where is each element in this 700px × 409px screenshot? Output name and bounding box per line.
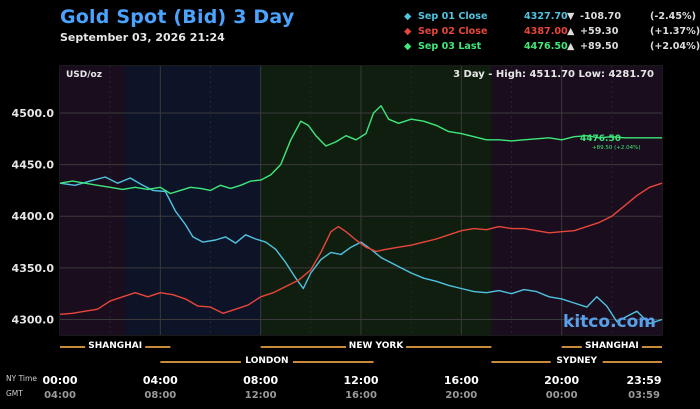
ny-tick-label: 00:00 bbox=[42, 374, 77, 387]
ny-tick-label: 04:00 bbox=[143, 374, 178, 387]
ny-tick-label: 16:00 bbox=[444, 374, 479, 387]
session-label: SYDNEY bbox=[556, 356, 597, 366]
session-label: SHANGHAI bbox=[585, 341, 639, 351]
last-change-label: +89.50 (+2.04%) bbox=[592, 145, 640, 151]
ny-tick-label: 20:00 bbox=[544, 374, 579, 387]
series-line-2 bbox=[59, 105, 662, 195]
session-label: LONDON bbox=[245, 356, 288, 366]
session-label-bg bbox=[550, 355, 603, 365]
ny-tick-label: 23:59 bbox=[626, 374, 661, 387]
gmt-tick-label: 03:59 bbox=[628, 390, 660, 401]
series-line-0 bbox=[59, 176, 663, 325]
legend-change: +89.50 bbox=[580, 41, 619, 52]
up-arrow-icon: ▲ bbox=[567, 41, 575, 52]
legend-change: -108.70 bbox=[580, 11, 622, 22]
y-tick-label: 4450.0 bbox=[12, 159, 55, 172]
legend-label: Sep 03 Last bbox=[418, 41, 482, 52]
legend-marker-icon: ◆ bbox=[404, 41, 412, 52]
legend-value: 4387.00 bbox=[524, 26, 568, 37]
chart-datetime: September 03, 2026 21:24 bbox=[60, 31, 225, 44]
session-label-bg bbox=[85, 340, 146, 350]
legend-label: Sep 01 Close bbox=[418, 11, 488, 22]
gmt-tick-label: 04:00 bbox=[44, 390, 76, 401]
session-band-asia bbox=[491, 66, 662, 335]
session-band-newyork bbox=[260, 66, 492, 335]
kitco-watermark: kitco.com bbox=[563, 312, 656, 332]
session-label-bg bbox=[346, 340, 407, 350]
y-tick-label: 4350.0 bbox=[12, 262, 55, 275]
y-tick-label: 4400.0 bbox=[12, 210, 55, 223]
gmt-tick-label: 00:00 bbox=[546, 390, 578, 401]
y-tick-label: 4300.0 bbox=[12, 314, 55, 327]
y-tick-label: 4500.0 bbox=[12, 107, 55, 120]
legend-value: 4476.50 bbox=[524, 41, 568, 52]
session-band-london bbox=[125, 66, 261, 335]
chart-title: Gold Spot (Bid) 3 Day bbox=[60, 6, 295, 28]
last-price-label: 4476.50 bbox=[580, 134, 621, 144]
down-arrow-icon: ▼ bbox=[567, 11, 575, 22]
session-label-bg bbox=[240, 355, 293, 365]
ny-tick-label: 12:00 bbox=[343, 374, 378, 387]
legend-marker-icon: ◆ bbox=[404, 11, 412, 22]
series-line-1 bbox=[59, 182, 663, 315]
legend-change: +59.30 bbox=[580, 26, 619, 37]
ny-time-label: NY Time bbox=[6, 374, 37, 383]
legend-marker-icon: ◆ bbox=[404, 26, 412, 37]
up-arrow-icon: ▲ bbox=[567, 26, 575, 37]
session-label: SHANGHAI bbox=[88, 341, 142, 351]
gmt-tick-label: 20:00 bbox=[445, 390, 477, 401]
ny-tick-label: 08:00 bbox=[243, 374, 278, 387]
legend-percent: (+2.04%) bbox=[650, 41, 700, 52]
legend-percent: (-2.45%) bbox=[650, 11, 697, 22]
legend-label: Sep 02 Close bbox=[418, 26, 488, 37]
session-band-shanghai bbox=[60, 66, 126, 335]
gmt-tick-label: 08:00 bbox=[144, 390, 176, 401]
legend-percent: (+1.37%) bbox=[650, 26, 700, 37]
unit-label: USD/oz bbox=[66, 70, 102, 80]
high-low-label: 3 Day - High: 4511.70 Low: 4281.70 bbox=[453, 69, 654, 80]
gmt-tick-label: 12:00 bbox=[245, 390, 277, 401]
session-label: NEW YORK bbox=[349, 341, 405, 351]
session-label-bg bbox=[581, 340, 642, 350]
gmt-label: GMT bbox=[6, 389, 23, 398]
gmt-tick-label: 16:00 bbox=[345, 390, 377, 401]
legend-value: 4327.70 bbox=[524, 11, 568, 22]
